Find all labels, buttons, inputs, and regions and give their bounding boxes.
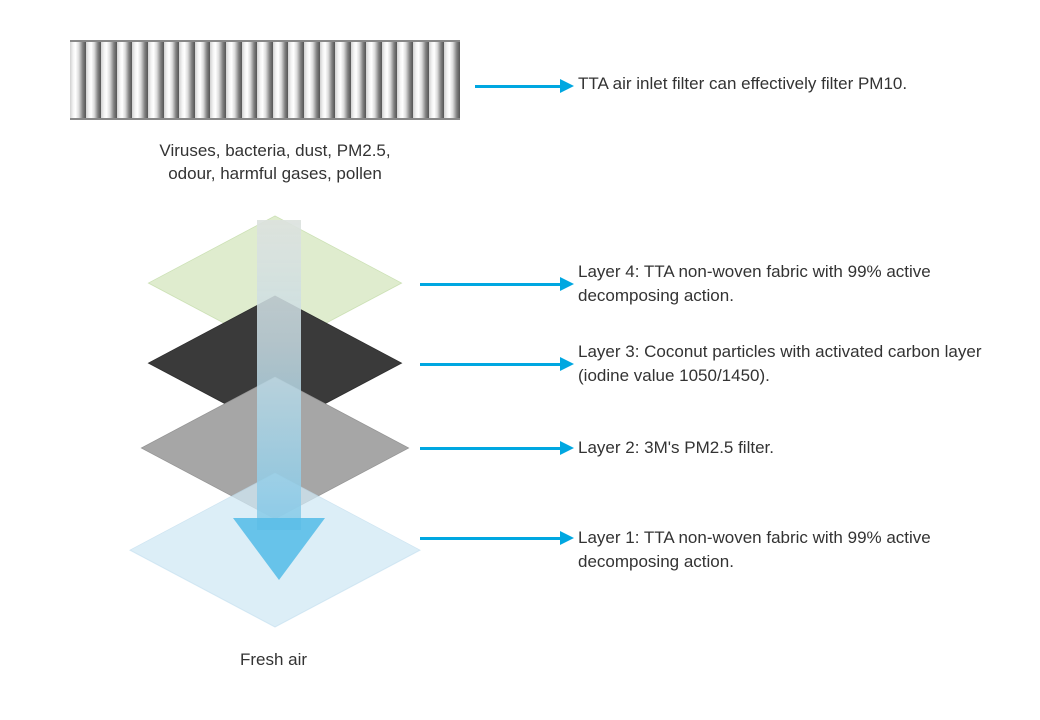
arrow-head-icon bbox=[560, 357, 574, 371]
filter-rib bbox=[335, 42, 351, 118]
arrow-head-icon bbox=[560, 531, 574, 545]
filter-rib bbox=[242, 42, 258, 118]
layer-1-tile bbox=[129, 473, 420, 627]
filter-rib bbox=[210, 42, 226, 118]
connector-arrow bbox=[420, 447, 560, 450]
filter-rib bbox=[148, 42, 164, 118]
filter-rib bbox=[195, 42, 211, 118]
fresh-air-label: Fresh air bbox=[240, 650, 307, 670]
filter-rib bbox=[366, 42, 382, 118]
filter-rib bbox=[304, 42, 320, 118]
filter-rib bbox=[164, 42, 180, 118]
layer-4-description: Layer 4: TTA non-woven fabric with 99% a… bbox=[578, 260, 1008, 308]
arrow-head-icon bbox=[560, 79, 574, 93]
connector-arrow bbox=[420, 537, 560, 540]
filter-rib bbox=[288, 42, 304, 118]
layer-3-description: Layer 3: Coconut particles with activate… bbox=[578, 340, 1008, 388]
inlet-filter-description: TTA air inlet filter can effectively fil… bbox=[578, 72, 907, 96]
filter-rib bbox=[117, 42, 133, 118]
connector-arrow bbox=[420, 363, 560, 366]
filter-rib bbox=[179, 42, 195, 118]
filter-rib bbox=[320, 42, 336, 118]
filter-rib bbox=[351, 42, 367, 118]
filter-rib bbox=[413, 42, 429, 118]
filter-rib bbox=[382, 42, 398, 118]
arrow-head-icon bbox=[560, 441, 574, 455]
filter-rib bbox=[273, 42, 289, 118]
connector-arrow bbox=[420, 283, 560, 286]
filter-rib bbox=[397, 42, 413, 118]
layer-1-description: Layer 1: TTA non-woven fabric with 99% a… bbox=[578, 526, 1008, 574]
connector-arrow bbox=[475, 85, 560, 88]
filter-rib bbox=[444, 42, 460, 118]
layer-2-description: Layer 2: 3M's PM2.5 filter. bbox=[578, 436, 774, 460]
arrow-head-icon bbox=[560, 277, 574, 291]
filter-rib bbox=[429, 42, 445, 118]
pollutants-label: Viruses, bacteria, dust, PM2.5, odour, h… bbox=[145, 140, 405, 186]
filter-rib bbox=[70, 42, 86, 118]
inlet-filter-graphic bbox=[70, 40, 460, 120]
filter-rib bbox=[226, 42, 242, 118]
filter-rib bbox=[86, 42, 102, 118]
filter-rib bbox=[132, 42, 148, 118]
filter-rib bbox=[257, 42, 273, 118]
filter-rib bbox=[101, 42, 117, 118]
